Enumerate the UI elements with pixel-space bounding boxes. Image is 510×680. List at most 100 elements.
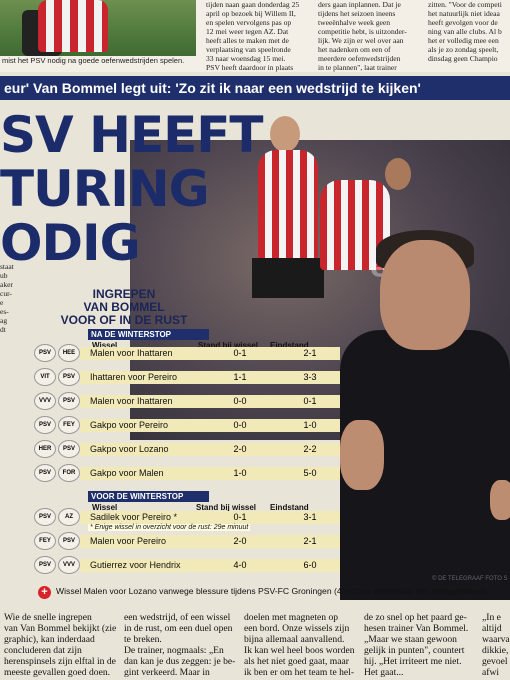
text-line: bijna allemaal aanvallend. <box>244 634 345 645</box>
club-badge-icon: PSV <box>34 508 56 526</box>
club-badge-icon: HER <box>34 440 56 458</box>
column-header-stand: Stand bij wissel <box>196 503 257 512</box>
club-badge-icon: HEE <box>58 344 80 362</box>
headline-line: SV HEEFT <box>0 106 264 164</box>
text-line: e <box>0 298 4 307</box>
text-line: herenspinsels zijn elftal in de <box>4 656 116 667</box>
final-score: 5-0 <box>303 468 317 478</box>
title-line: VOOR OF IN DE RUST <box>60 313 188 327</box>
substitution-row: VVV PSV Malen voor Ihattaren 0-0 0-1 <box>24 392 340 410</box>
player-head <box>385 158 411 190</box>
article-column: Wie de snelle ingrepen van Van Bommel be… <box>4 612 118 678</box>
text-line: altijd <box>482 623 502 634</box>
text-line: Het gaat... <box>364 667 404 678</box>
top-photo-caption: mist het PSV nodig na goede oefenwedstri… <box>2 56 185 65</box>
row-bar <box>80 511 340 524</box>
text-line: ders gaan inplannen. Dat je <box>318 0 401 9</box>
substitution-row: HER PSV Gakpo voor Lozano 2-0 2-2 <box>24 440 340 458</box>
text-line: heeft gevolgen voor de <box>428 18 498 27</box>
text-line: heeft alles te maken met de <box>206 36 289 45</box>
final-score: 3-3 <box>303 372 317 382</box>
text-line: lijk. We zijn er wel over aan <box>318 36 404 45</box>
substitution-row: PSV AZ Sadilek voor Pereiro * 0-1 3-1 <box>24 508 340 526</box>
substitution-text: Sadilek voor Pereiro * <box>90 512 178 522</box>
kicker-text: eur' Van Bommel legt uit: 'Zo zit ik naa… <box>4 80 421 96</box>
text-line: Wie de snelle ingrepen <box>4 612 92 623</box>
kicker-bar: eur' Van Bommel legt uit: 'Zo zit ik naa… <box>0 76 510 100</box>
top-news-band: mist het PSV nodig na goede oefenwedstri… <box>0 0 510 72</box>
coach-hand <box>490 480 510 520</box>
text-line: van Van Bommel bekijkt (zie <box>4 623 117 634</box>
substitution-text: Malen voor Pereiro <box>90 536 167 546</box>
club-badge-icon: PSV <box>34 344 56 362</box>
title-line: INGREPEN <box>92 287 156 301</box>
player-shirt <box>258 150 318 260</box>
player-shorts <box>252 258 324 298</box>
text-line: „In e <box>482 612 501 623</box>
article-column: doelen met magneten op een bord. Onze wi… <box>244 612 358 678</box>
column-header-stand: Stand bij wissel <box>198 341 259 350</box>
coach-figure <box>340 160 510 600</box>
text-line: cur- <box>0 289 12 298</box>
text-line: een bord. Onze wissels zijn <box>244 623 350 634</box>
text-line: als het niet goed gaat, maar <box>244 656 349 667</box>
coach-hand <box>340 420 384 490</box>
final-score: 2-1 <box>303 536 317 546</box>
substitution-text: Ihattaren voor Pereiro <box>90 372 178 382</box>
substitution-row: PSV FOR Gakpo voor Malen 1-0 5-0 <box>24 464 340 482</box>
text-line: tweeënhalve week geen <box>318 18 391 27</box>
infographic-title: INGREPEN VAN BOMMEL VOOR OF IN DE RUST <box>60 288 188 327</box>
club-badge-icon: PSV <box>58 532 80 550</box>
text-line: ik ben er om het team te hel- <box>244 667 355 678</box>
final-score: 2-1 <box>303 348 317 358</box>
substitution-text: Malen voor Ihattaren <box>90 348 173 358</box>
top-column-2: tijden naan gaan donderdag 25 april op b… <box>206 0 302 72</box>
red-cross-icon: + <box>38 586 51 599</box>
club-badge-icon: VIT <box>34 368 56 386</box>
text-line: verplaatsing van speelronde <box>206 45 291 54</box>
text-line: de zo snel op het paard ge- <box>364 612 467 623</box>
text-line: dt <box>0 325 6 334</box>
row-bar <box>80 347 340 360</box>
row-bar <box>80 395 340 408</box>
substitution-text: Gutierrez voor Hendrix <box>90 560 181 570</box>
photo-credit: © DE TELEGRAAF FOTO S <box>432 576 508 582</box>
section-header: VOOR DE WINTERSTOP <box>88 491 209 502</box>
club-badge-icon: PSV <box>34 464 56 482</box>
text-line: „Maar we staan gewoon <box>364 634 457 645</box>
club-badge-icon: VVV <box>34 392 56 410</box>
club-badge-icon: PSV <box>58 368 80 386</box>
score-at-substitution: 2-0 <box>233 536 247 546</box>
substitution-row: FEY PSV Malen voor Pereiro 2-0 2-1 <box>24 532 340 550</box>
text-line: het natuurlijk niet ideaa <box>428 9 500 18</box>
row-bar <box>80 371 340 384</box>
row-bar <box>80 559 340 572</box>
text-line: ag <box>0 316 8 325</box>
substitution-row: VIT PSV Ihattaren voor Pereiro 1-1 3-3 <box>24 368 340 386</box>
player-shirt <box>38 0 108 52</box>
top-column-3: ders gaan inplannen. Dat je tijdens het … <box>318 0 418 72</box>
final-score: 2-2 <box>303 444 317 454</box>
row-bar <box>80 467 340 480</box>
text-line: gevoel <box>482 656 508 667</box>
substitution-text: Gakpo voor Lozano <box>90 444 169 454</box>
score-at-substitution: 1-0 <box>233 468 247 478</box>
text-line: Ik kan wel heel boos worden <box>244 645 355 656</box>
score-at-substitution: 1-1 <box>233 372 247 382</box>
row-bar <box>80 419 340 432</box>
text-line: ub <box>0 271 8 280</box>
article-column: de zo snel op het paard ge- hesen traine… <box>364 612 478 678</box>
final-score: 3-1 <box>303 512 317 522</box>
text-line: 33 naar woensdag 15 mei. <box>206 54 286 63</box>
text-line: hij. „Het irriteert me niet. <box>364 656 462 667</box>
club-badge-icon: AZ <box>58 508 80 526</box>
text-line: het nadenken om een of <box>318 45 391 54</box>
text-line: competitie hebt, is uitzonder- <box>318 27 407 36</box>
text-line: dikkie, <box>482 645 509 656</box>
final-score: 0-1 <box>303 396 317 406</box>
text-line: graphic), kan inderdaad <box>4 634 95 645</box>
text-line: als je zo zondag speelt, <box>428 45 499 54</box>
score-at-substitution: 0-1 <box>233 512 247 522</box>
text-line: ning van alle clubs. Al b <box>428 27 502 36</box>
club-badge-icon: PSV <box>34 416 56 434</box>
